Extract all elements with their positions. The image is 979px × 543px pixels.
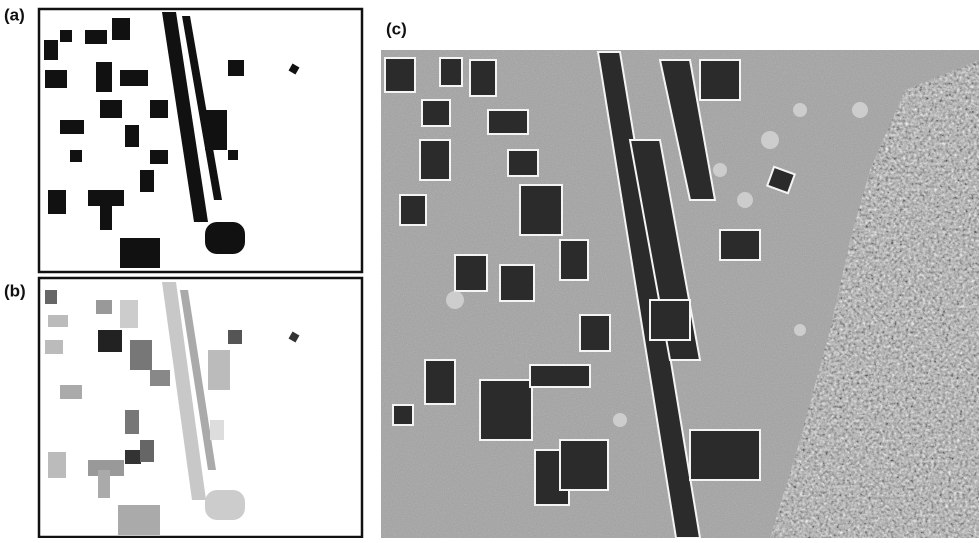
panel-label: (b) bbox=[4, 281, 26, 300]
panel-a-image bbox=[39, 9, 362, 272]
panel-label: (a) bbox=[4, 5, 25, 24]
panel-c-image bbox=[381, 50, 979, 538]
panel-label: (c) bbox=[386, 19, 407, 38]
panel-b-image bbox=[39, 278, 362, 537]
figure: (a) (b) bbox=[0, 0, 979, 538]
